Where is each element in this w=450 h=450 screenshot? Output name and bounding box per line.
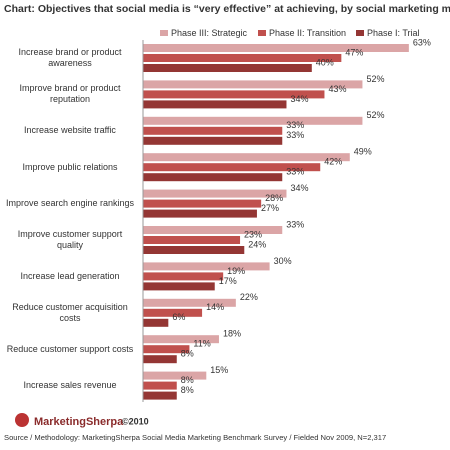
bar: [143, 355, 177, 364]
category-label: Improve public relations: [22, 161, 118, 172]
value-label: 28%: [265, 193, 283, 203]
legend-label: Phase II: Transition: [269, 28, 346, 38]
legend-swatch: [356, 30, 364, 36]
value-label: 24%: [248, 239, 266, 249]
value-label: 33%: [286, 219, 304, 229]
value-label: 40%: [316, 57, 334, 67]
bar: [143, 308, 203, 317]
value-label: 19%: [227, 266, 245, 276]
value-label: 17%: [219, 276, 237, 286]
category-label: Improve customer support quality: [17, 229, 123, 250]
value-label: 27%: [261, 203, 279, 213]
value-label: 33%: [286, 130, 304, 140]
category-label: Increase brand or product awareness: [18, 47, 122, 68]
bar: [143, 136, 283, 145]
value-label: 22%: [240, 292, 258, 302]
value-label: 8%: [181, 375, 194, 385]
value-label: 52%: [366, 74, 384, 84]
value-label: 8%: [181, 349, 194, 359]
category-label: Reduce customer support costs: [6, 343, 134, 354]
value-label: 63%: [413, 37, 431, 47]
bar: [143, 226, 283, 234]
bar: [143, 272, 224, 281]
bar: [143, 335, 219, 344]
bar: [143, 44, 409, 52]
value-label: 23%: [244, 229, 262, 239]
legend-swatch: [160, 30, 168, 36]
source-note: Source / Methodology: MarketingSherpa So…: [4, 433, 386, 442]
bar: [143, 54, 342, 62]
chart-title: Chart: Objectives that social media is “…: [4, 3, 450, 15]
value-label: 47%: [345, 47, 363, 57]
value-label: 8%: [181, 385, 194, 395]
value-label: 6%: [172, 312, 185, 322]
bar: [143, 64, 312, 72]
category-label: Reduce customer acquisition costs: [12, 301, 128, 323]
category-label: Increase website traffic: [24, 125, 116, 136]
bar: [143, 246, 245, 254]
bar: [143, 262, 270, 271]
bar: [143, 173, 283, 182]
bar: [143, 282, 215, 291]
value-label: 43%: [328, 84, 346, 94]
bar: [143, 90, 325, 99]
category-label: Increase lead generation: [20, 270, 120, 281]
value-label: 18%: [223, 329, 241, 339]
logo-icon: [15, 413, 29, 427]
legend-label: Phase III: Strategic: [171, 28, 248, 38]
value-label: 49%: [354, 147, 372, 157]
bar: [143, 199, 262, 208]
bar: [143, 236, 241, 244]
bar: [143, 345, 190, 354]
legend-label: Phase I: Trial: [367, 28, 420, 38]
value-label: 15%: [210, 365, 228, 375]
value-label: 34%: [290, 183, 308, 193]
bar: [143, 80, 363, 89]
bar: [143, 381, 177, 390]
copyright: ©2010: [122, 416, 149, 426]
bar: [143, 371, 207, 380]
category-label: Improve search engine rankings: [5, 198, 135, 209]
category-label: Increase sales revenue: [23, 380, 117, 391]
bar: [143, 298, 236, 307]
bar: [143, 100, 287, 109]
value-label: 14%: [206, 302, 224, 312]
value-label: 33%: [286, 120, 304, 130]
value-label: 11%: [193, 339, 210, 349]
bar: [143, 391, 177, 400]
legend-swatch: [258, 30, 266, 36]
value-label: 42%: [324, 157, 342, 167]
bar: [143, 163, 321, 172]
value-label: 30%: [274, 256, 292, 266]
value-label: 34%: [290, 94, 308, 104]
bar: [143, 209, 257, 218]
bar: [143, 126, 283, 135]
value-label: 33%: [286, 167, 304, 177]
bar: [143, 116, 363, 125]
bar: [143, 189, 287, 198]
category-label: Improve brand or product reputation: [19, 83, 121, 105]
value-label: 52%: [366, 110, 384, 120]
logo: MarketingSherpa: [34, 416, 124, 428]
bar: [143, 153, 350, 162]
bar: [143, 318, 169, 327]
